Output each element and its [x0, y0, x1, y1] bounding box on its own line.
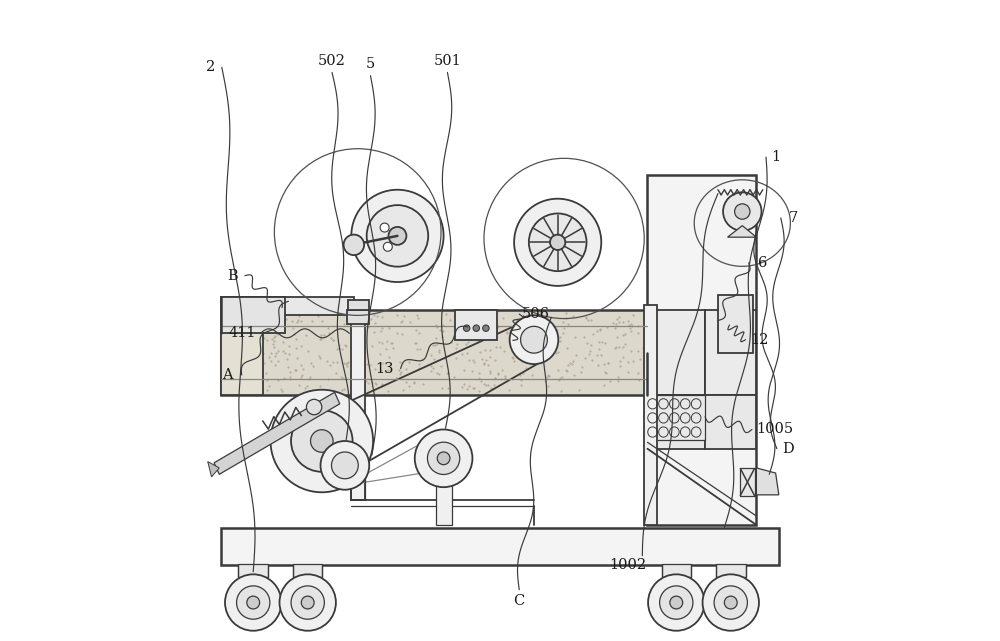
Circle shape	[648, 574, 704, 631]
Circle shape	[380, 223, 389, 232]
Text: 1002: 1002	[610, 558, 647, 572]
Circle shape	[437, 452, 450, 465]
Bar	[348, 300, 369, 310]
Bar	[221, 310, 263, 395]
Circle shape	[388, 227, 406, 245]
Circle shape	[306, 399, 322, 415]
Bar	[293, 564, 322, 577]
Text: 7: 7	[789, 211, 798, 225]
Text: 411: 411	[229, 326, 256, 340]
Bar	[221, 528, 779, 565]
Bar	[647, 310, 705, 395]
Text: A: A	[222, 368, 233, 382]
Text: 1: 1	[771, 150, 780, 164]
Bar	[716, 564, 746, 577]
Circle shape	[723, 192, 762, 231]
Circle shape	[714, 586, 747, 619]
Circle shape	[301, 596, 314, 609]
Circle shape	[247, 596, 260, 609]
Bar	[221, 297, 354, 315]
Circle shape	[473, 325, 479, 331]
Text: 6: 6	[758, 256, 767, 270]
Circle shape	[660, 586, 693, 619]
Circle shape	[271, 390, 373, 492]
Polygon shape	[728, 226, 756, 237]
Bar	[705, 395, 756, 449]
Text: 12: 12	[750, 333, 769, 347]
Circle shape	[291, 410, 353, 472]
Circle shape	[529, 213, 587, 271]
Circle shape	[521, 326, 547, 353]
Bar	[238, 564, 268, 577]
Circle shape	[415, 429, 472, 487]
Text: C: C	[514, 594, 525, 608]
Polygon shape	[756, 468, 779, 495]
Bar	[647, 395, 705, 449]
Text: 2: 2	[206, 60, 215, 74]
Bar	[647, 395, 705, 440]
Circle shape	[367, 205, 428, 267]
Text: B: B	[227, 269, 237, 283]
Bar	[644, 305, 657, 525]
Text: 501: 501	[434, 54, 461, 68]
Circle shape	[311, 429, 333, 453]
Bar	[647, 175, 756, 525]
Text: 502: 502	[318, 54, 346, 68]
Bar	[347, 310, 369, 324]
Text: 506: 506	[521, 307, 549, 321]
Bar	[718, 295, 753, 353]
Circle shape	[483, 325, 489, 331]
Circle shape	[237, 586, 270, 619]
Bar	[221, 297, 285, 333]
Text: 13: 13	[375, 362, 394, 376]
Circle shape	[351, 190, 444, 282]
Circle shape	[383, 242, 392, 251]
Circle shape	[321, 441, 369, 490]
Bar	[455, 310, 497, 340]
Circle shape	[514, 199, 601, 286]
Bar	[221, 310, 647, 395]
Bar	[705, 310, 756, 395]
Circle shape	[735, 204, 750, 219]
Circle shape	[279, 574, 336, 631]
Circle shape	[331, 452, 358, 479]
Circle shape	[427, 442, 460, 474]
Circle shape	[225, 574, 281, 631]
Text: 5: 5	[366, 57, 375, 71]
Polygon shape	[214, 392, 340, 474]
Circle shape	[670, 596, 683, 609]
Bar	[740, 468, 755, 496]
Bar	[662, 564, 691, 577]
Circle shape	[291, 586, 324, 619]
Circle shape	[550, 235, 565, 250]
Circle shape	[463, 325, 470, 331]
Text: D: D	[783, 442, 794, 456]
Circle shape	[724, 596, 737, 609]
Circle shape	[703, 574, 759, 631]
Text: 1005: 1005	[756, 422, 793, 437]
Bar	[436, 458, 452, 525]
Bar	[351, 310, 365, 500]
Circle shape	[344, 235, 364, 255]
Circle shape	[510, 315, 558, 364]
Polygon shape	[208, 462, 219, 477]
